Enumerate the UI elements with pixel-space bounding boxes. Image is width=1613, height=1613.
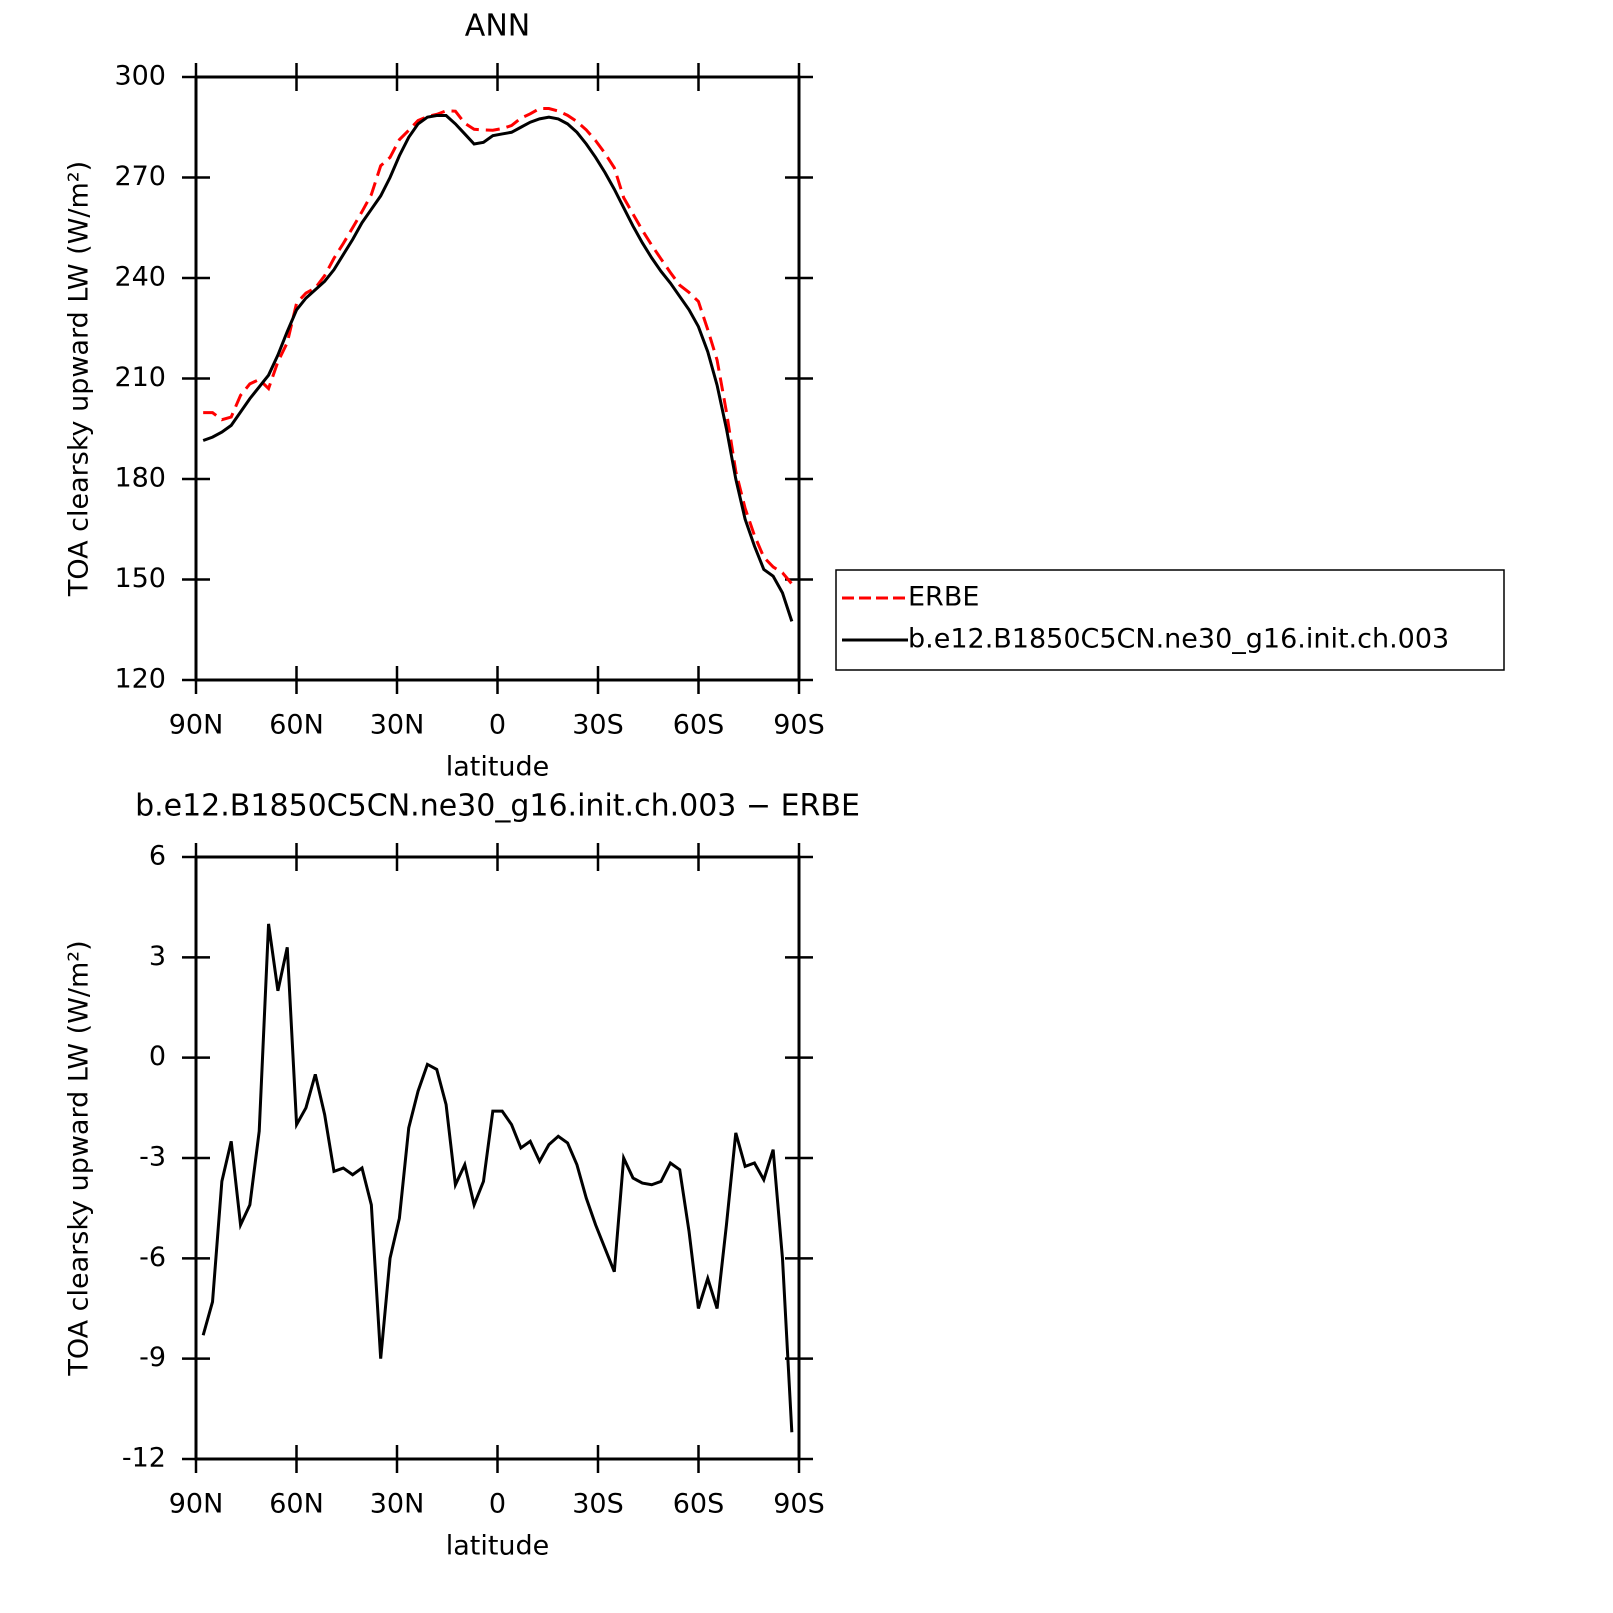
y-tick-label: 180 (114, 463, 166, 494)
x-tick-label: 60N (269, 1489, 324, 1520)
x-tick-label: 30N (370, 710, 425, 741)
plot-frame (194, 75, 801, 682)
y-tick-label: -9 (139, 1342, 166, 1373)
y-tick-label: -3 (139, 1142, 166, 1173)
x-tick-label: 60S (673, 1489, 725, 1520)
y-tick-label: 150 (114, 563, 166, 594)
plot-frame (194, 855, 801, 1461)
y-tick-label: 120 (114, 664, 166, 695)
chart-title: ANN (465, 9, 530, 44)
y-tick-label: 270 (114, 161, 166, 192)
y-tick-label: 6 (149, 841, 166, 872)
data-line (202, 114, 794, 622)
y-tick-label: 0 (149, 1041, 166, 1072)
y-axis-label: TOA clearsky upward LW (W/m²) (64, 940, 95, 1376)
x-tick-label: 90N (169, 710, 224, 741)
x-tick-label: 90S (773, 710, 825, 741)
x-tick-label: 30N (370, 1489, 425, 1520)
x-axis-label: latitude (446, 1531, 550, 1562)
x-tick-label: 90S (773, 1489, 825, 1520)
y-tick-label: -6 (139, 1242, 166, 1273)
chart-title: b.e12.B1850C5CN.ne30_g16.init.ch.003 − E… (135, 789, 860, 824)
legend-label: b.e12.B1850C5CN.ne30_g16.init.ch.003 (908, 624, 1449, 655)
x-tick-label: 0 (489, 1489, 506, 1520)
x-tick-label: 60N (269, 710, 324, 741)
x-tick-label: 60S (673, 710, 725, 741)
y-tick-label: 3 (149, 941, 166, 972)
y-tick-label: 240 (114, 262, 166, 293)
y-tick-label: 300 (114, 61, 166, 92)
x-tick-label: 0 (489, 710, 506, 741)
x-tick-label: 90N (169, 1489, 224, 1520)
y-tick-label: -12 (122, 1443, 166, 1474)
x-tick-label: 30S (572, 1489, 624, 1520)
y-tick-label: 210 (114, 362, 166, 393)
legend-box (835, 569, 1505, 671)
y-axis-label: TOA clearsky upward LW (W/m²) (64, 161, 95, 597)
x-tick-label: 30S (572, 710, 624, 741)
data-line (201, 923, 794, 1433)
x-axis-label: latitude (446, 752, 550, 783)
data-line (203, 106, 793, 585)
legend-label: ERBE (908, 582, 979, 613)
